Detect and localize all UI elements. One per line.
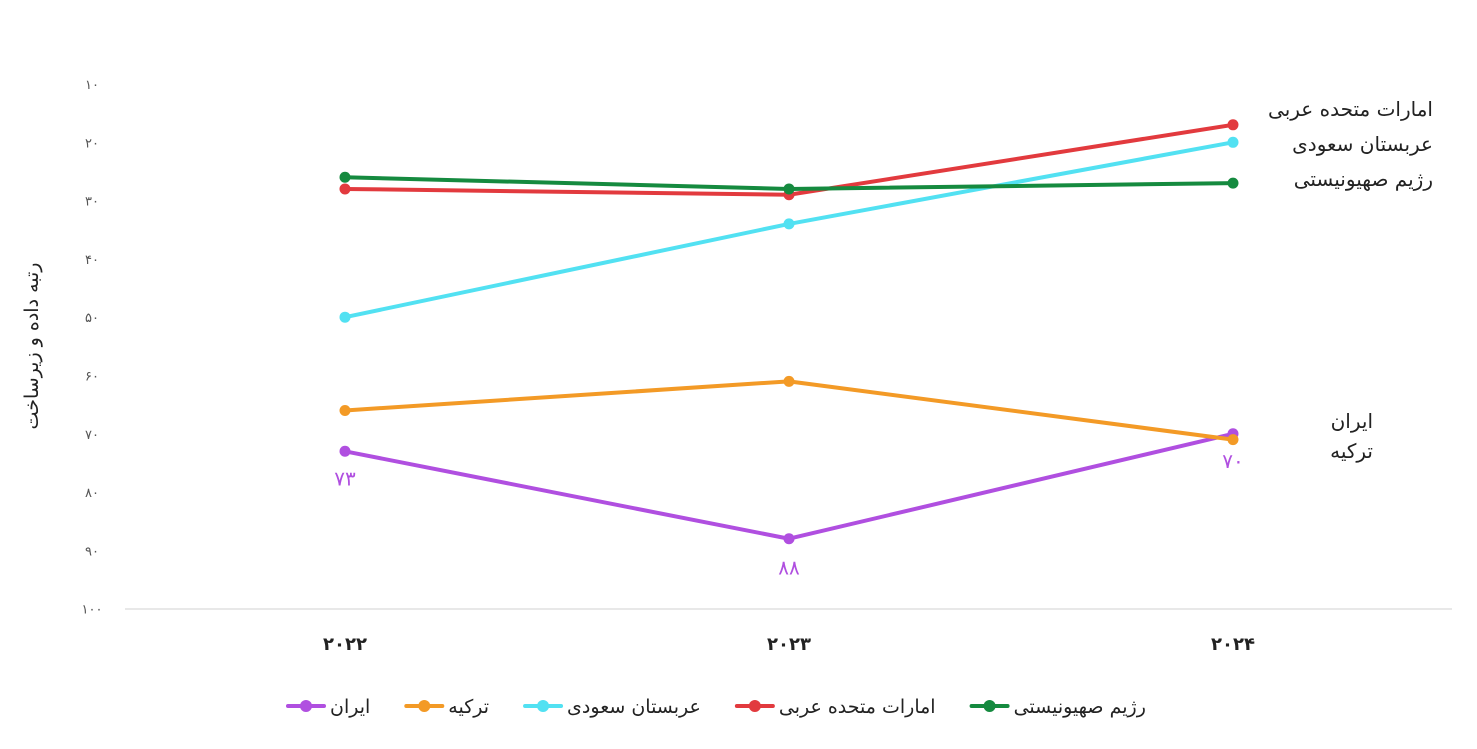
y-tick-label: ۴۰ [85,253,99,268]
legend-marker-dot [537,700,550,712]
data-point [339,183,351,195]
y-tick-label: ۶۰ [85,370,99,385]
data-point [1227,119,1239,131]
end-label: ترکیه [1330,439,1373,463]
end-label: امارات متحده عربی [1268,97,1433,121]
data-point [783,375,795,387]
legend-marker-dot [418,700,431,712]
data-label: ۷۰ [1222,449,1243,473]
legend-marker-dot [300,700,312,712]
legend-label: ایران [330,696,370,718]
data-label: ۷۳ [334,466,356,490]
data-label: ۸۸ [778,556,800,580]
data-point [339,445,351,457]
y-tick-label: ۱۰۰ [82,603,103,618]
end-label: ایران [1331,409,1373,433]
data-point [783,183,795,195]
legend-marker-dot [748,700,761,712]
y-tick-label: ۵۰ [85,311,99,326]
y-tick-label: ۹۰ [85,544,99,559]
legend-label: عربستان سعودی [567,696,701,718]
data-point [1227,177,1239,189]
y-tick-label: ۷۰ [85,428,99,443]
x-tick-label: ۲۰۲۳ [767,634,811,655]
legend-marker-dot [983,700,996,712]
end-label: عربستان سعودی [1292,132,1433,156]
data-point [1227,434,1239,446]
y-tick-label: ۸۰ [85,486,99,501]
x-tick-label: ۲۰۲۴ [1211,634,1255,655]
data-point [783,533,795,545]
data-point [339,311,351,323]
data-point [1227,136,1239,148]
series-line [343,431,1235,541]
data-point [339,171,351,183]
y-tick-label: ۳۰ [85,195,99,210]
end-label: رژیم صهیونیستی [1294,167,1433,191]
x-tick-label: ۲۰۲۲ [323,634,367,655]
y-tick-label: ۱۰ [85,78,99,93]
legend-label: رژیم صهیونیستی [1014,696,1146,718]
data-point [783,218,795,230]
y-axis-title: رتبه داده و زیرساخت [21,263,43,430]
legend-label: ترکیه [448,696,489,718]
series-line [343,379,1235,442]
series-line [343,140,1235,320]
y-tick-label: ۲۰ [85,136,99,151]
legend-label: امارات متحده عربی [779,696,936,718]
data-point [339,404,351,416]
